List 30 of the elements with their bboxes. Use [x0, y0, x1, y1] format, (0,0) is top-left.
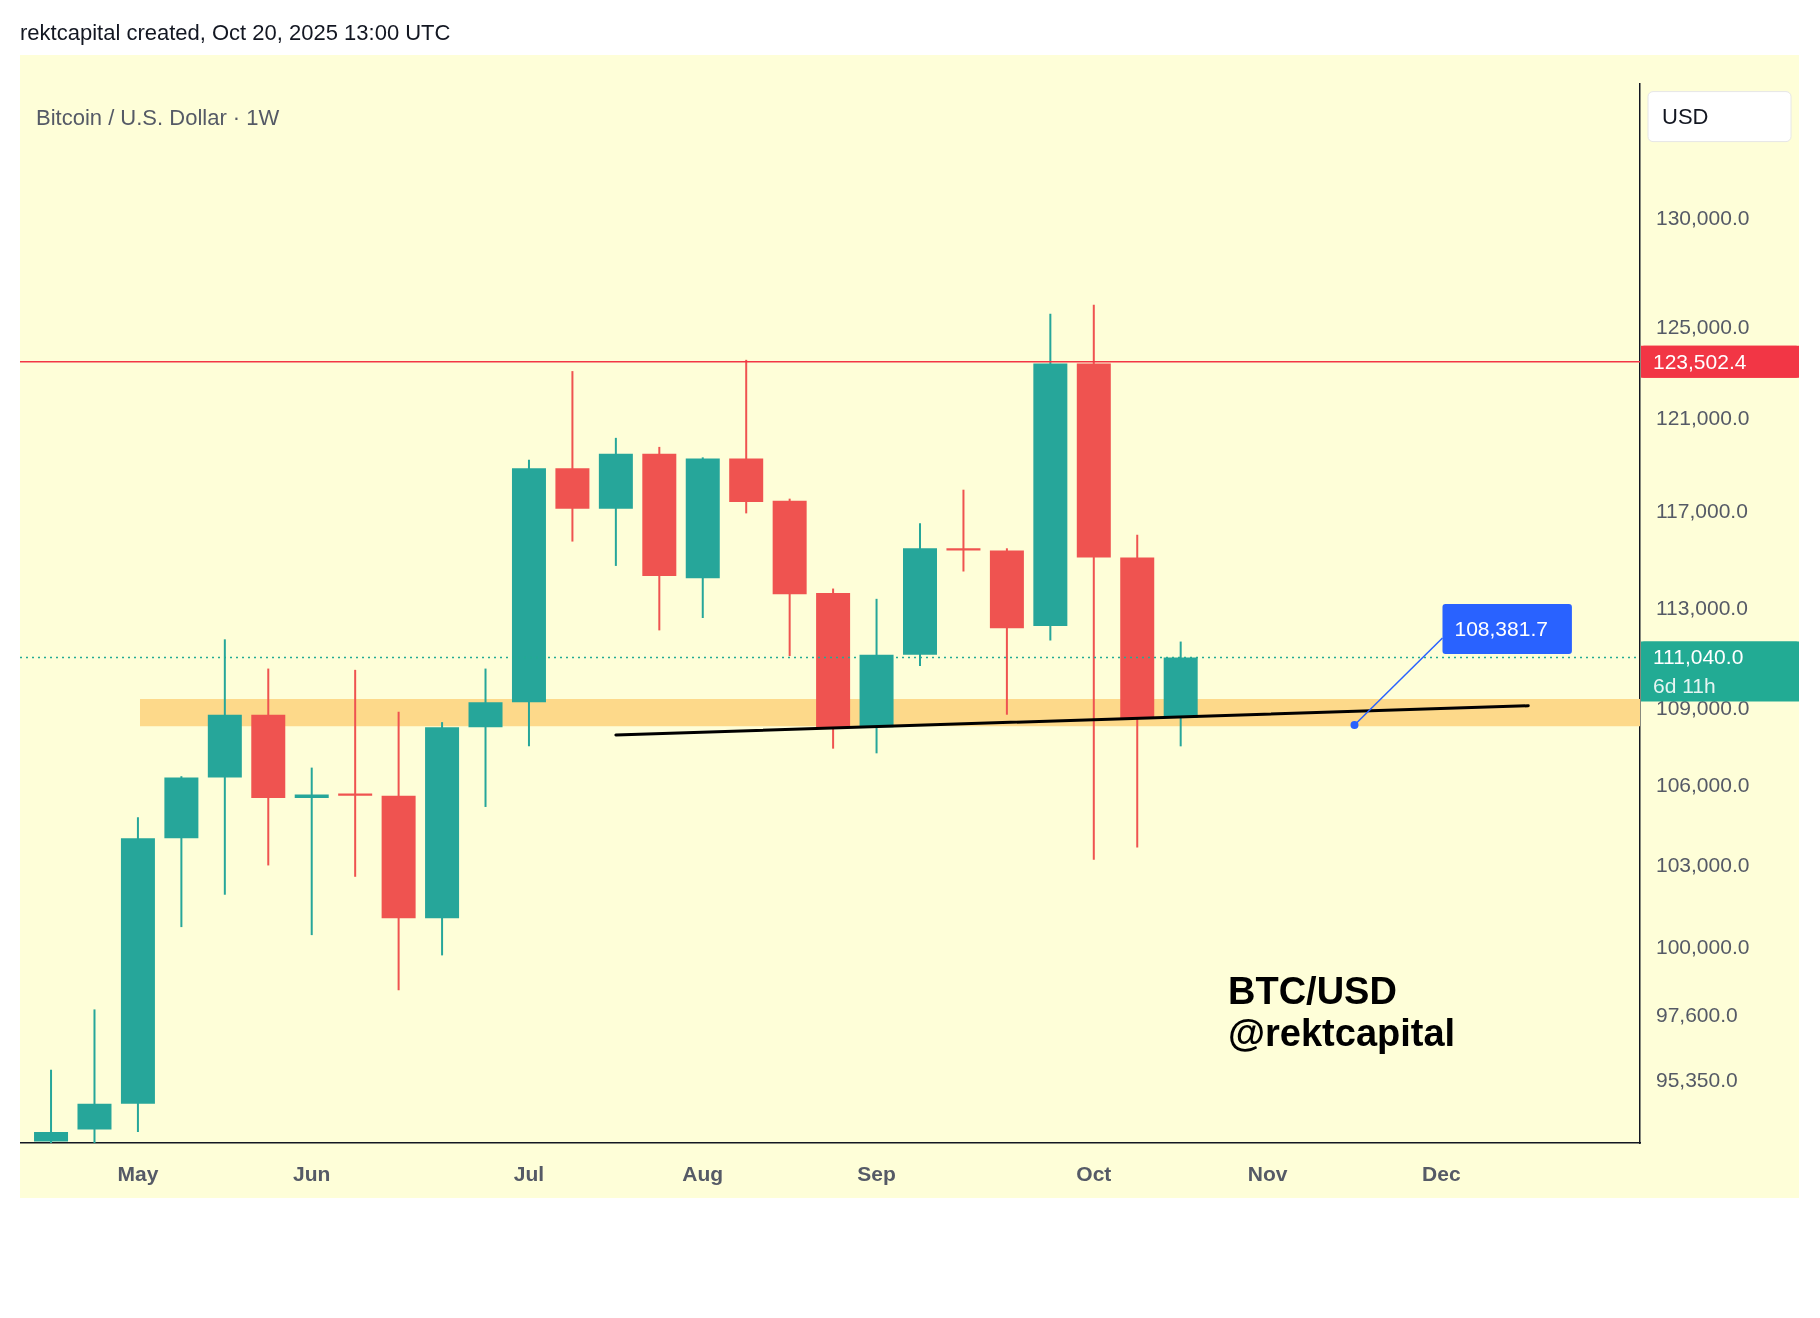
- y-tick-label: 109,000.0: [1656, 695, 1750, 719]
- candlestick: [946, 488, 981, 573]
- y-tick-label: 130,000.0: [1656, 206, 1750, 230]
- ref-line-label: 123,502.4: [1653, 349, 1747, 373]
- x-tick-label: May: [117, 1162, 159, 1186]
- y-tick-label: 106,000.0: [1656, 773, 1750, 797]
- y-tick-label: 95,350.0: [1656, 1067, 1738, 1091]
- y-tick-label: 100,000.0: [1656, 935, 1750, 959]
- y-tick-label: 121,000.0: [1656, 405, 1750, 429]
- y-axis-title: USD: [1662, 103, 1709, 129]
- candlestick: [338, 668, 373, 878]
- y-tick-label: 117,000.0: [1656, 498, 1748, 522]
- candlestick: [34, 1068, 69, 1143]
- y-tick-label: 97,600.0: [1656, 1003, 1738, 1027]
- annotation: BTC/USD @rektcapital: [1228, 969, 1456, 1054]
- x-tick-label: Oct: [1076, 1162, 1112, 1186]
- x-tick-label: Jul: [513, 1162, 545, 1186]
- x-tick-label: Sep: [857, 1162, 896, 1186]
- text: Bitcoin / U.S. Dollar · 1W: [36, 104, 280, 130]
- x-tick-label: Nov: [1247, 1162, 1288, 1186]
- text: 6d 11h: [1653, 674, 1716, 698]
- y-tick-label: 125,000.0: [1656, 315, 1750, 339]
- x-tick-label: Jun: [293, 1162, 331, 1186]
- ref-line-label: 111,040.0: [1653, 645, 1744, 669]
- y-tick-label: 103,000.0: [1656, 853, 1750, 877]
- y-tick-label: 113,000.0: [1656, 595, 1748, 619]
- x-tick-label: Dec: [1422, 1162, 1461, 1186]
- x-tick-label: Aug: [682, 1162, 724, 1186]
- annotation: 108,381.7: [1454, 616, 1548, 640]
- text: rektcapital created, Oct 20, 2025 13:00 UTC: [20, 20, 451, 46]
